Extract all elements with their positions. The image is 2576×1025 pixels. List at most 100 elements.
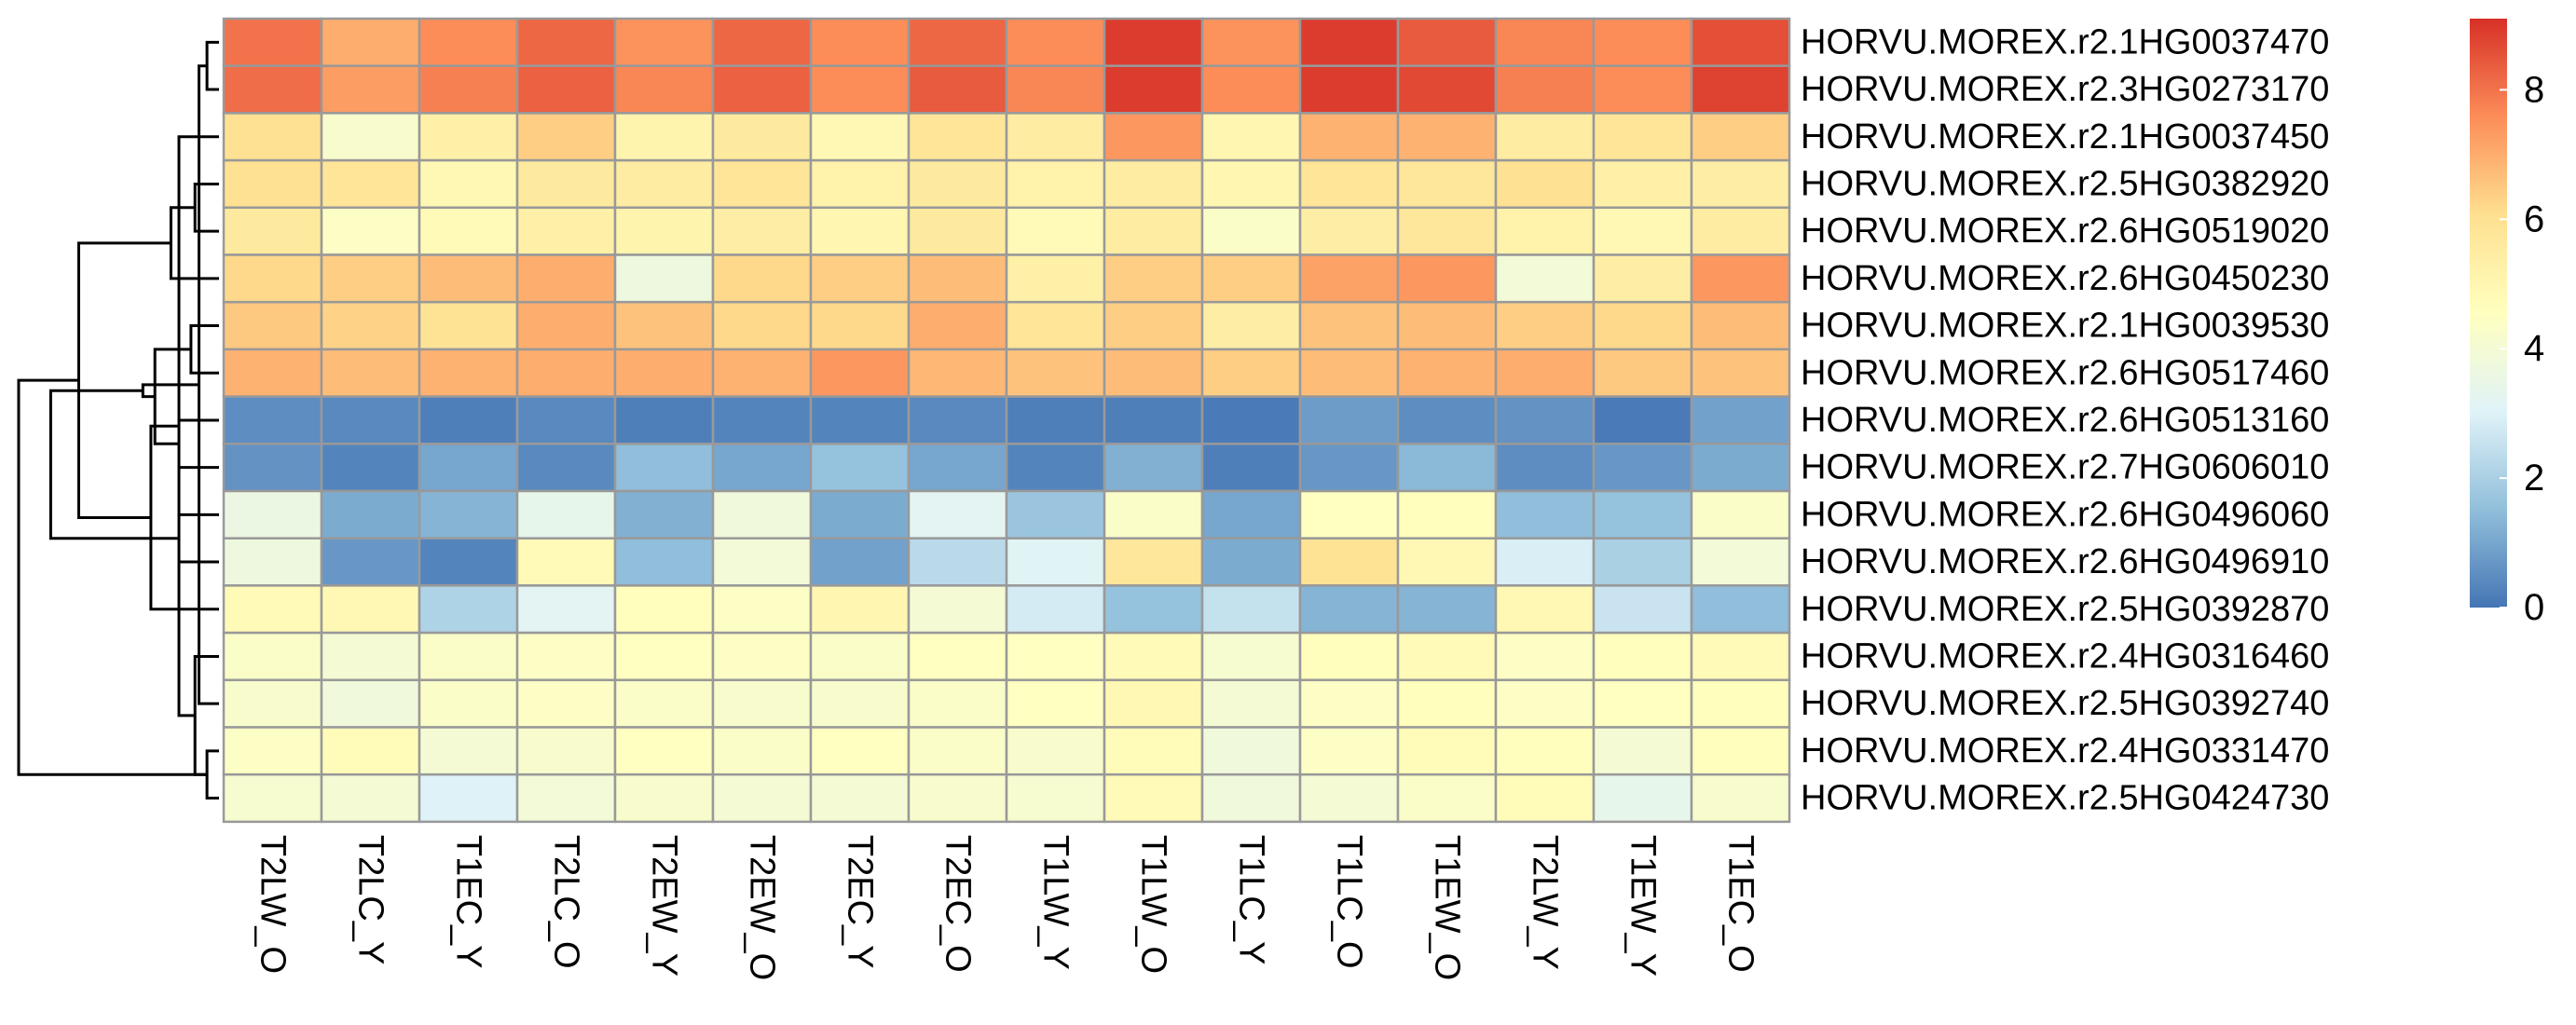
column-label: T2EC_Y (841, 835, 880, 969)
heatmap-cell (1592, 348, 1693, 398)
heatmap-cell (809, 726, 911, 776)
heatmap-cell (1494, 395, 1596, 445)
heatmap-cell (320, 584, 421, 635)
dendrogram-branch (141, 383, 199, 399)
heatmap-cell (1103, 772, 1204, 824)
heatmap-cell (1592, 678, 1693, 729)
heatmap-cell (809, 678, 911, 729)
heatmap-cell (1200, 772, 1302, 824)
heatmap-cell (515, 726, 617, 776)
dendrogram-branch (205, 40, 219, 91)
heatmap-cell (1396, 158, 1498, 210)
heatmap-cell (1298, 206, 1400, 256)
heatmap-cell (1396, 64, 1498, 115)
heatmap-cell (907, 112, 1008, 162)
dendrogram-branch (189, 324, 219, 375)
heatmap-cell (515, 678, 617, 729)
heatmap-cell (1690, 158, 1791, 210)
heatmap-cell (1494, 537, 1596, 587)
heatmap-cell (418, 206, 519, 256)
column-label: T1EW_Y (1624, 835, 1663, 977)
heatmap-cell (711, 300, 813, 351)
dendrogram-branch (153, 348, 191, 445)
heatmap-cell (1103, 489, 1204, 540)
heatmap-cell (1103, 253, 1204, 304)
column-label: T2EW_Y (645, 835, 684, 977)
heatmap-cell (418, 395, 519, 445)
heatmap-cell (320, 158, 421, 210)
heatmap-cell (1298, 726, 1400, 776)
heatmap-cell (809, 537, 911, 587)
heatmap-cell (1005, 678, 1106, 729)
row-label: HORVU.MOREX.r2.4HG0316460 (1801, 636, 2329, 676)
heatmap-cell (613, 395, 715, 445)
heatmap-cell (515, 395, 617, 445)
heatmap-cell (515, 64, 617, 115)
dendrogram-branch (17, 378, 208, 776)
heatmap-cell (1103, 443, 1204, 493)
heatmap-cell (907, 443, 1008, 493)
column-label: T2LW_Y (1526, 835, 1565, 970)
heatmap-cell (1103, 395, 1204, 445)
heatmap-cell (1005, 631, 1106, 682)
heatmap-cell (418, 112, 519, 162)
heatmap-cell (1200, 112, 1302, 162)
column-label: T1EC_Y (449, 835, 488, 969)
legend-tick-label: 8 (2524, 69, 2544, 110)
row-label: HORVU.MOREX.r2.3HG0273170 (1801, 70, 2329, 109)
heatmap-cell (222, 678, 323, 729)
heatmap-cell (711, 726, 813, 776)
heatmap-cell (1494, 489, 1596, 540)
heatmap-cell (1103, 726, 1204, 776)
heatmap-cell (222, 158, 323, 210)
heatmap-cell (222, 537, 323, 587)
heatmap-cell (907, 348, 1008, 398)
heatmap-cell (515, 206, 617, 256)
heatmap-cell (1690, 678, 1791, 729)
heatmap-cell (1592, 584, 1693, 635)
heatmap-cell (320, 348, 421, 398)
color-legend-bar (2470, 19, 2507, 608)
heatmap-cell (320, 395, 421, 445)
heatmap-cell (418, 489, 519, 540)
heatmap-cell (1200, 348, 1302, 398)
heatmap-cell (1103, 584, 1204, 635)
heatmap-cell (1298, 537, 1400, 587)
heatmap-cell (1103, 158, 1204, 210)
heatmap-cell (515, 772, 617, 824)
column-labels: T2LW_O T2LC_Y T1EC_Y T2LC_O T2EW_Y T2EW_O T2EC… (253, 835, 1761, 980)
legend-tick-label: 6 (2524, 198, 2544, 239)
heatmap-cell (515, 253, 617, 304)
column-label: T2EW_O (743, 835, 782, 980)
column-label: T2LC_O (547, 835, 586, 969)
heatmap-cell (907, 584, 1008, 635)
heatmap-cell (1103, 678, 1204, 729)
heatmap-cell (418, 678, 519, 729)
heatmap-cell (1103, 17, 1204, 67)
heatmap-cell (1592, 395, 1693, 445)
heatmap-cell (907, 772, 1008, 824)
heatmap-cell (809, 253, 911, 304)
heatmap-cell (613, 772, 715, 824)
heatmap-cell (1005, 537, 1106, 587)
heatmap-cell (1592, 726, 1693, 776)
color-legend-ticks: 0 2 4 6 8 (2500, 69, 2544, 628)
row-label: HORVU.MOREX.r2.6HG0513160 (1801, 401, 2329, 440)
heatmap-cell (711, 772, 813, 824)
heatmap-cell (1396, 348, 1498, 398)
heatmap-cell (613, 206, 715, 256)
heatmap-cell (1592, 537, 1693, 587)
heatmap-cell (1298, 678, 1400, 729)
heatmap-cell (1690, 17, 1791, 67)
heatmap-cell (222, 253, 323, 304)
heatmap-cell (515, 112, 617, 162)
heatmap-cell (809, 489, 911, 540)
heatmap-cell (613, 300, 715, 351)
heatmap-cell (907, 17, 1008, 67)
heatmap-cell (1200, 584, 1302, 635)
heatmap-cell (418, 772, 519, 824)
heatmap-cell (1005, 584, 1106, 635)
heatmap-cell (222, 489, 323, 540)
heatmap-cell (1494, 678, 1596, 729)
heatmap-cell (418, 64, 519, 115)
